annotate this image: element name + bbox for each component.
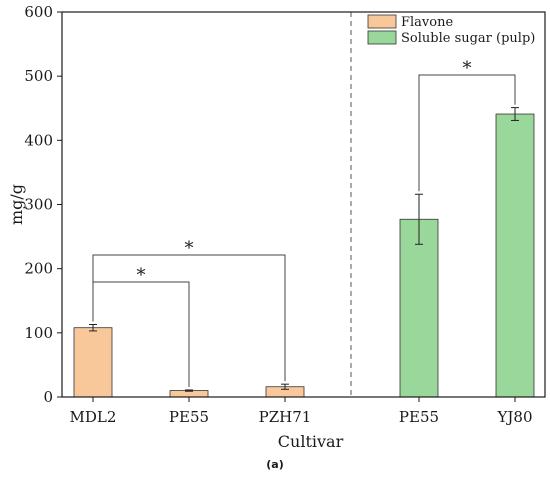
x-axis-ticks: MDL2 PE55 PZH71 PE55 YJ80 bbox=[70, 397, 533, 426]
x-axis-label: Cultivar bbox=[278, 432, 344, 451]
figure-caption: (a) bbox=[266, 458, 283, 471]
x-tick-label: YJ80 bbox=[496, 408, 532, 426]
error-bars-layer bbox=[89, 107, 519, 392]
y-axis-ticks: 0 100 200 300 400 500 600 bbox=[24, 3, 62, 406]
x-tick-label: MDL2 bbox=[70, 408, 117, 426]
significance-star: * bbox=[463, 58, 472, 79]
y-tick-label: 500 bbox=[24, 67, 53, 85]
legend-label: Flavone bbox=[401, 15, 453, 30]
y-tick-label: 400 bbox=[24, 131, 53, 149]
significance-star: * bbox=[185, 238, 194, 259]
y-axis-label: mg/g bbox=[7, 184, 26, 225]
x-tick-label: PE55 bbox=[169, 408, 209, 426]
bars-layer bbox=[73, 113, 535, 398]
legend-swatch bbox=[367, 30, 397, 45]
y-tick-label: 300 bbox=[24, 196, 53, 214]
y-tick-label: 100 bbox=[24, 324, 53, 342]
y-tick-label: 600 bbox=[24, 3, 53, 21]
x-tick-label: PE55 bbox=[399, 408, 439, 426]
significance-layer: * * * bbox=[92, 58, 516, 387]
y-tick-label: 0 bbox=[43, 388, 53, 406]
significance-bracket bbox=[92, 254, 286, 382]
x-tick-label: PZH71 bbox=[259, 408, 312, 426]
bar-flavone-mdl2 bbox=[73, 327, 113, 398]
legend-label: Soluble sugar (pulp) bbox=[401, 31, 535, 46]
plot-frame bbox=[61, 11, 546, 398]
y-tick-label: 200 bbox=[24, 260, 53, 278]
significance-bracket bbox=[418, 74, 516, 192]
bar-soluble-sugar-yj80 bbox=[495, 113, 535, 398]
significance-star: * bbox=[137, 265, 146, 286]
legend-swatch bbox=[367, 14, 397, 29]
bar-soluble-sugar-pe55 bbox=[399, 218, 439, 398]
